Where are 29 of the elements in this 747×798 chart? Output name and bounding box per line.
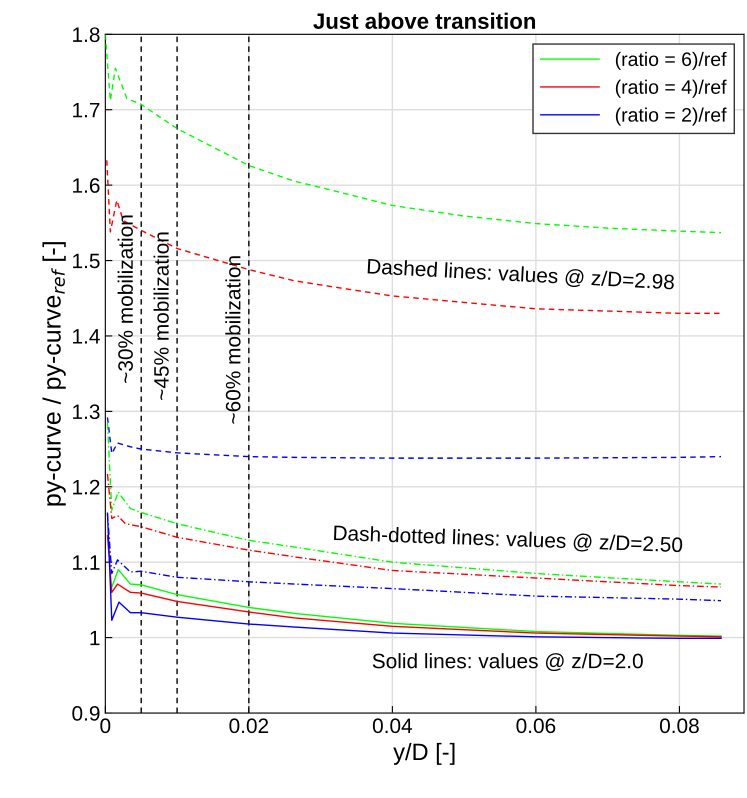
line-series	[111, 569, 722, 637]
y-tick-label: 1.3	[73, 404, 100, 420]
annotation: Solid lines: values @ z/D=2.0	[372, 653, 643, 672]
x-tick-label: 0	[100, 718, 110, 734]
y-tick-label: 1.5	[73, 254, 100, 268]
legend-label: (ratio = 4)/ref	[616, 80, 727, 98]
x-tick-label: 0.02	[229, 718, 268, 734]
x-tick-label: 0.04	[372, 718, 412, 734]
y-tick-label: 1.1	[73, 555, 100, 570]
line-series	[106, 473, 722, 588]
ref-line-label: ~30% mobilization	[118, 216, 133, 383]
legend-label: (ratio = 2)/ref	[616, 108, 727, 126]
x-tick-label: 0.08	[660, 718, 699, 734]
y-tick-label: 1.6	[73, 178, 100, 193]
y-tick-label: 0.9	[72, 706, 100, 721]
ref-line-label: ~60% mobilization	[225, 256, 241, 424]
chart-title: Just above transition	[313, 12, 536, 29]
x-axis-title: y/D [-]	[393, 742, 454, 765]
y-tick-label: 1.4	[73, 329, 100, 344]
y-tick-label: 1	[90, 630, 100, 646]
y-tick-label: 1.7	[73, 102, 100, 118]
y-tick-label: 1.2	[73, 480, 100, 494]
annotation: Dash-dotted lines: values @ z/D=2.50	[334, 524, 682, 555]
y-tick-label: 1.8	[73, 27, 100, 42]
ref-line-label: ~45% mobilization	[154, 232, 169, 400]
y-axis-title: py-curve / py-curve$_{ref}$ [-]	[42, 242, 66, 506]
annotation: Dashed lines: values @ z/D=2.98	[368, 258, 674, 292]
legend-label: (ratio = 6)/ref	[616, 52, 727, 70]
x-tick-label: 0.06	[516, 718, 556, 734]
